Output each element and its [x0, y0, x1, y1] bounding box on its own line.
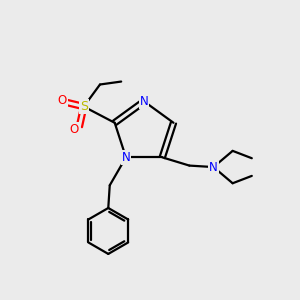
Text: N: N — [122, 151, 130, 164]
Text: S: S — [80, 100, 88, 113]
Text: N: N — [209, 160, 218, 174]
Text: N: N — [140, 95, 148, 108]
Text: O: O — [57, 94, 67, 107]
Text: O: O — [69, 123, 79, 136]
